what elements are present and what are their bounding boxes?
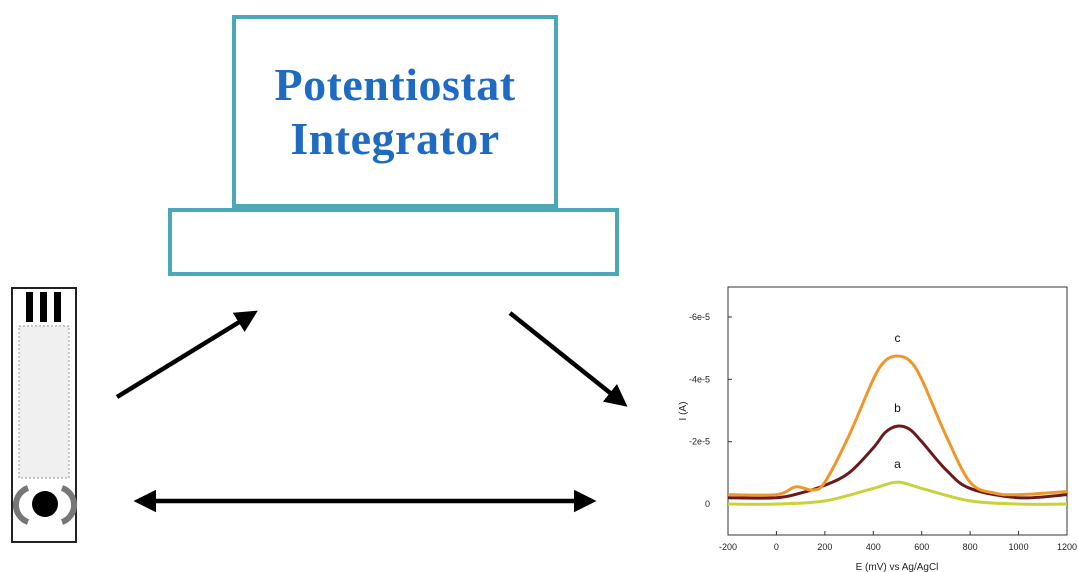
series-line-b — [727, 424, 1068, 500]
instrument-title-line1: Potentiostat — [274, 58, 516, 110]
y-tick-label: -4e-5 — [689, 374, 710, 384]
y-tick-label: 0 — [705, 499, 710, 509]
y-tick-label: -2e-5 — [689, 437, 710, 447]
arrow-to-potentiostat — [115, 310, 258, 399]
x-tick-label: 400 — [866, 542, 881, 552]
potentiostat-box: Potentiostat Integrator — [232, 15, 558, 208]
x-tick-label: 800 — [963, 542, 978, 552]
potentiostat-base — [168, 208, 619, 276]
arrow-to-chart — [508, 311, 628, 407]
x-tick-label: 0 — [774, 542, 779, 552]
series-label-b: b — [894, 401, 901, 415]
series-label-c: c — [895, 331, 901, 345]
electrode-strip-icon — [11, 287, 78, 543]
x-tick-label: 1200 — [1057, 542, 1077, 552]
x-axis-label: E (mV) vs Ag/AgCl — [856, 562, 939, 572]
series-line-a — [727, 480, 1068, 506]
x-tick-label: -200 — [719, 542, 737, 552]
instrument-title-line2: Integrator — [290, 112, 500, 164]
x-tick-label: 200 — [817, 542, 832, 552]
x-tick-label: 1000 — [1009, 542, 1029, 552]
x-tick-label: 600 — [914, 542, 929, 552]
voltammogram-chart: -200 0 200 400 600 800 1000 1200 0 -2e-5 -4e-5 -6e… — [678, 286, 1077, 572]
y-tick-label: -6e-5 — [689, 312, 710, 322]
series-line-c — [727, 354, 1068, 497]
y-axis-label: I (A) — [678, 402, 689, 421]
series-label-a: a — [894, 457, 901, 471]
